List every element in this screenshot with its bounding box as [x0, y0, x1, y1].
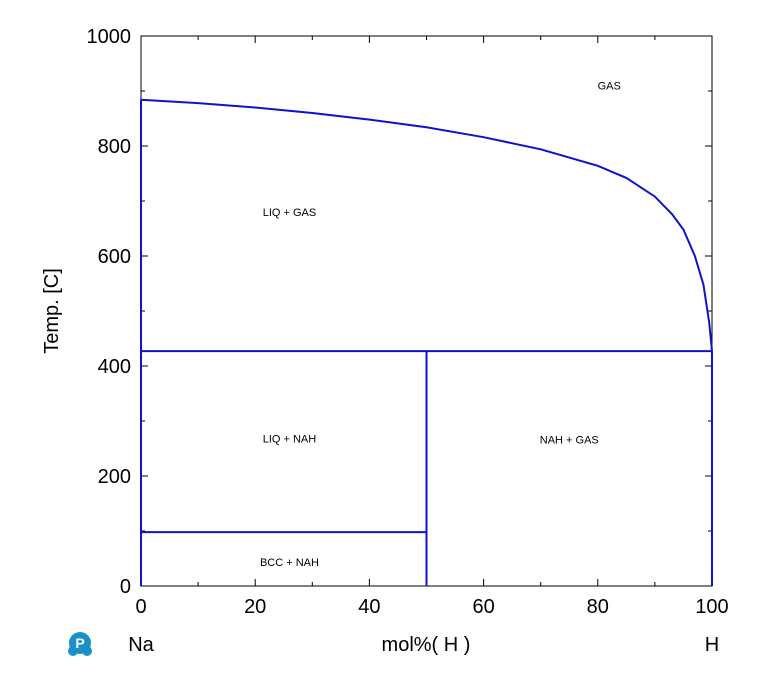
x-axis-title: mol%( H ) — [382, 634, 471, 656]
y-tick-label: 200 — [98, 466, 131, 488]
region-label: LIQ + GAS — [263, 207, 317, 219]
svg-text:P: P — [75, 635, 84, 651]
region-labels: GAS LIQ + GAS LIQ + NAH NAH + GAS BCC + NAH — [260, 81, 621, 569]
region-label: BCC + NAH — [260, 557, 319, 569]
phase-boundary-line — [140, 98, 713, 352]
axis-ticks — [140, 35, 713, 587]
y-tick-label: 1000 — [87, 26, 132, 48]
y-axis-title: Temp. [C] — [41, 268, 63, 354]
region-label: GAS — [598, 81, 621, 93]
x-right-component-label: H — [705, 634, 719, 656]
y-tick-label: 0 — [120, 576, 131, 598]
x-tick-label: 20 — [244, 596, 266, 618]
x-tick-label: 40 — [358, 596, 380, 618]
x-left-component-label: Na — [128, 634, 154, 656]
region-label: LIQ + NAH — [263, 434, 317, 446]
y-tick-label: 800 — [98, 136, 131, 158]
p-logo-icon: P — [68, 632, 92, 656]
phase-boundaries — [140, 98, 713, 586]
region-label: NAH + GAS — [540, 435, 599, 447]
x-tick-label: 0 — [135, 596, 146, 618]
x-tick-label: 80 — [587, 596, 609, 618]
x-tick-label: 60 — [472, 596, 494, 618]
y-tick-label: 600 — [98, 246, 131, 268]
y-tick-label: 400 — [98, 356, 131, 378]
x-tick-label: 100 — [695, 596, 728, 618]
